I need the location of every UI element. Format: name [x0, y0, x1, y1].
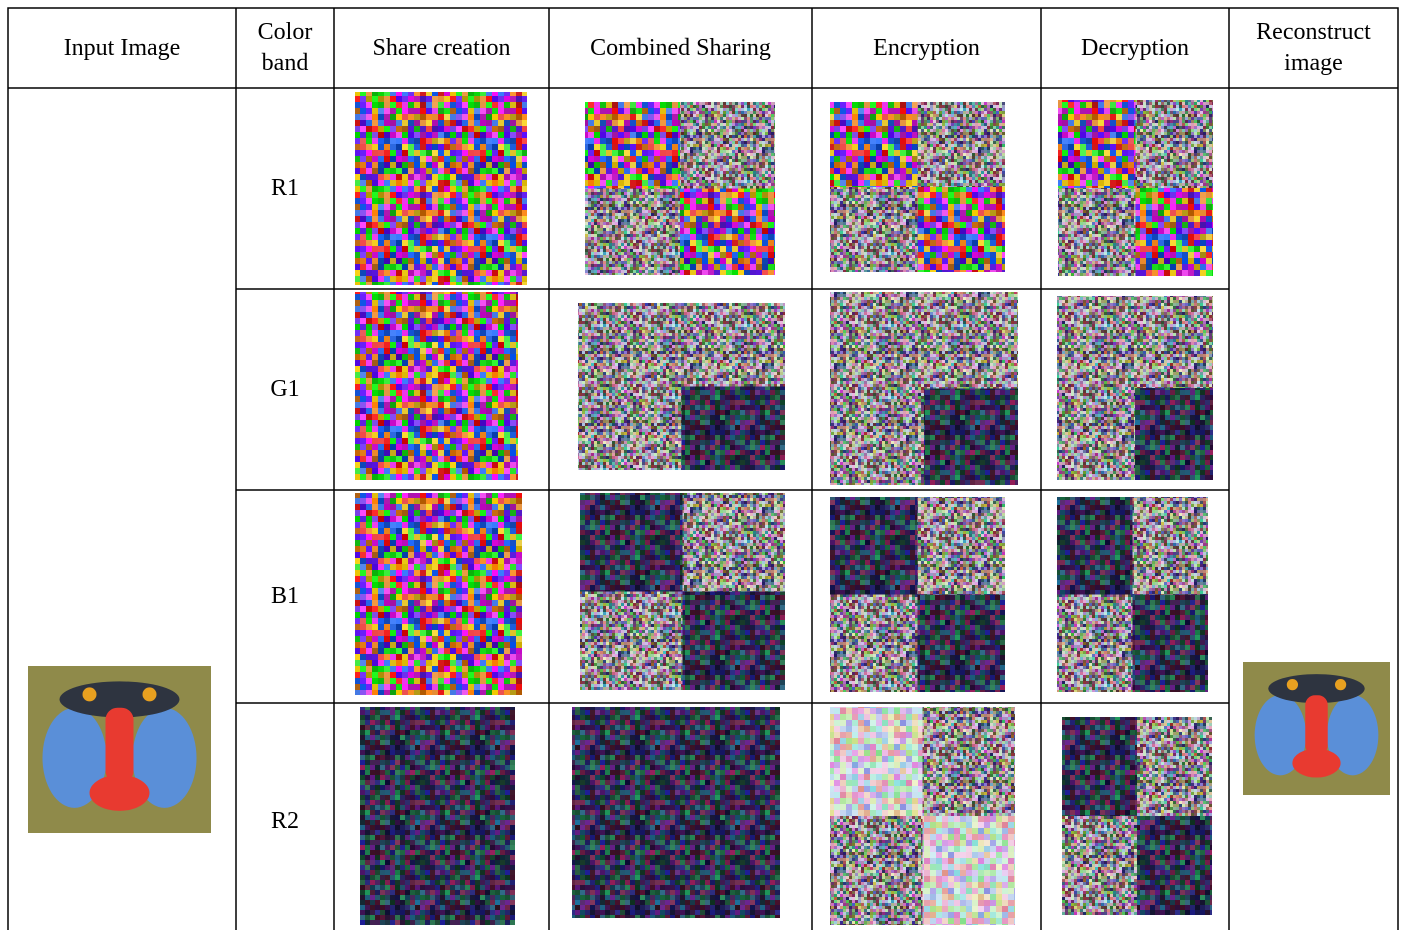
image [1062, 816, 1137, 915]
image [918, 595, 1006, 693]
image [830, 816, 923, 925]
image [683, 493, 786, 592]
image [360, 707, 515, 925]
image [1062, 717, 1137, 816]
image [830, 389, 924, 486]
image [830, 497, 918, 595]
image [924, 389, 1018, 486]
image [1135, 296, 1213, 388]
image [923, 707, 1016, 816]
image [682, 387, 786, 471]
image [923, 816, 1016, 925]
band-label: G1 [236, 289, 334, 490]
image [1058, 188, 1136, 276]
header-cell: Color band [236, 8, 334, 88]
image [830, 292, 924, 389]
header-cell: Share creation [334, 8, 549, 88]
baboon-image [28, 666, 211, 833]
image [830, 102, 918, 187]
image [572, 707, 780, 918]
baboon-image [1243, 662, 1390, 795]
image [924, 292, 1018, 389]
image [580, 592, 683, 691]
image [680, 102, 775, 189]
image [578, 387, 682, 471]
image [830, 187, 918, 272]
image [1136, 188, 1214, 276]
header-cell: Encryption [812, 8, 1041, 88]
image [1057, 296, 1135, 388]
band-label: R1 [236, 88, 334, 289]
image [1057, 595, 1133, 693]
image [1058, 100, 1136, 188]
header-cell: Combined Sharing [549, 8, 812, 88]
image [580, 493, 683, 592]
image [1057, 497, 1133, 595]
image [1137, 816, 1212, 915]
image [585, 102, 680, 189]
image [830, 595, 918, 693]
table-art [0, 0, 1403, 930]
image [355, 493, 522, 695]
image [355, 92, 527, 285]
band-label: R2 [236, 703, 334, 939]
image [830, 707, 923, 816]
image [1133, 595, 1209, 693]
image [683, 592, 786, 691]
image [585, 189, 680, 276]
image [1133, 497, 1209, 595]
image [355, 292, 518, 480]
images [355, 92, 1213, 925]
image [680, 189, 775, 276]
image [1136, 100, 1214, 188]
image [682, 303, 786, 387]
image [1137, 717, 1212, 816]
header-cell: Input Image [8, 8, 236, 88]
image [918, 187, 1006, 272]
image [1135, 388, 1213, 480]
image [918, 102, 1006, 187]
image [578, 303, 682, 387]
image [918, 497, 1006, 595]
band-label: B1 [236, 490, 334, 703]
image [1057, 388, 1135, 480]
header-cell: Reconstruct image [1229, 8, 1398, 88]
header-cell: Decryption [1041, 8, 1229, 88]
page: Input Image Color band Share creation Co… [0, 0, 1403, 930]
